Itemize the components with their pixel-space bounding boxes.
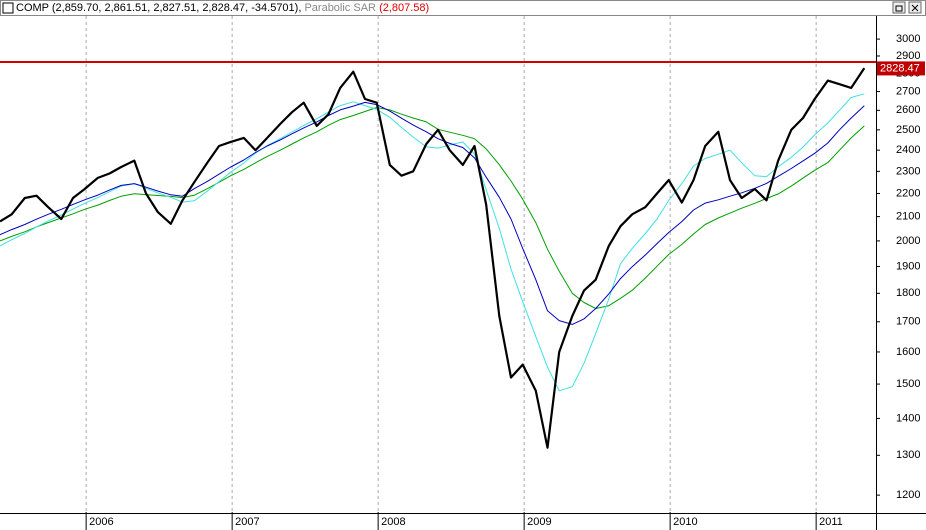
y-tick-label: 2900 [896, 50, 920, 62]
indicator-name: Parabolic SAR [304, 2, 376, 14]
y-tick-label: 2300 [896, 165, 920, 177]
y-tick-label: 2000 [896, 235, 920, 247]
close-icon [911, 4, 919, 12]
y-tick-label: 3000 [896, 33, 920, 45]
y-tick-label: 1300 [896, 449, 920, 461]
header-checkbox[interactable] [2, 2, 14, 14]
series-line [0, 107, 865, 309]
restore-icon [895, 5, 903, 12]
y-tick-label: 1600 [896, 346, 920, 358]
x-tick-label: 2011 [819, 516, 843, 528]
y-tick-label: 2200 [896, 187, 920, 199]
restore-button[interactable] [892, 1, 906, 14]
symbol-info: COMP (2,859.70, 2,861.51, 2,827.51, 2,82… [16, 2, 429, 14]
x-tick-label: 2010 [673, 516, 697, 528]
y-tick-label: 2600 [896, 104, 920, 116]
x-tick-label: 2006 [89, 516, 113, 528]
y-tick-label: 1700 [896, 316, 920, 328]
y-tick-label: 1500 [896, 378, 920, 390]
indicator-value: (2,807.58) [379, 2, 429, 14]
y-tick-label: 1900 [896, 260, 920, 272]
y-tick-label: 1800 [896, 287, 920, 299]
x-tick-label: 2008 [381, 516, 405, 528]
x-tick-label: 2009 [527, 516, 551, 528]
y-tick-label: 1400 [896, 412, 920, 424]
y-tick-label: 1200 [896, 489, 920, 501]
last-value-box [877, 61, 925, 76]
x-tick-label: 2007 [235, 516, 259, 528]
series-line [0, 67, 866, 449]
y-tick-label: 2700 [896, 85, 920, 97]
y-tick-label: 2100 [896, 211, 920, 223]
y-tick-label: 2500 [896, 124, 920, 136]
y-tick-label: 2400 [896, 144, 920, 156]
symbol-info-text: COMP (2,859.70, 2,861.51, 2,827.51, 2,82… [16, 2, 301, 14]
last-value-label: 2828.47 [880, 62, 920, 74]
